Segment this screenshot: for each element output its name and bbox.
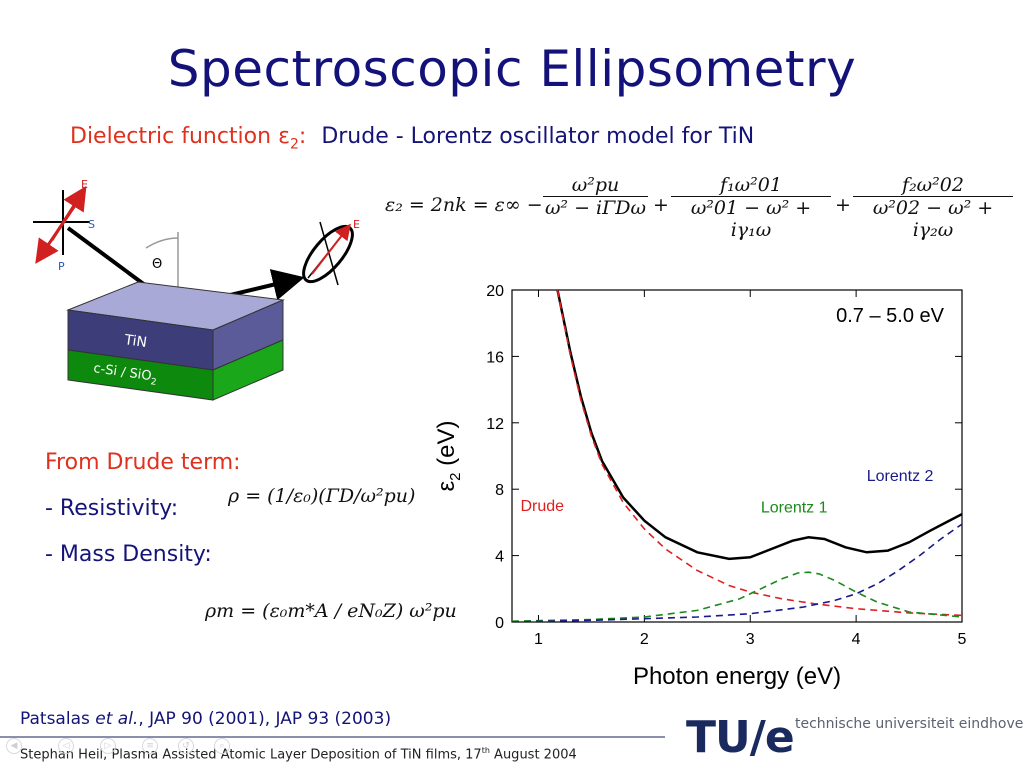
label-lorentz-1: Lorentz 1: [761, 499, 828, 516]
range-annotation: 0.7 – 5.0 eV: [836, 305, 945, 327]
series-line-total: [556, 290, 962, 561]
author-sup: th: [481, 746, 490, 755]
y-tick-label: 12: [486, 416, 504, 433]
equation-term3: f₂ω²02 ω²02 − ω² + iγ₂ω: [853, 174, 1013, 241]
subtitle-prefix: Dielectric function ε: [70, 124, 290, 149]
university-name: technische universiteit eindhoven: [795, 716, 1024, 732]
label-tin: TiN: [122, 332, 147, 351]
label-p: P: [58, 260, 65, 273]
drude-heading: From Drude term:: [45, 450, 241, 475]
slide-subtitle: Dielectric function ε2: Drude - Lorentz …: [70, 124, 754, 152]
author-date: August 2004: [489, 747, 577, 763]
mass-density-label: - Mass Density:: [45, 542, 212, 567]
nav-prev-icon[interactable]: ◁: [58, 738, 74, 754]
citation: Patsalas et al., JAP 90 (2001), JAP 93 (…: [20, 709, 391, 729]
drude-lorentz-equation: ε₂ = 2nk = ε∞ − ω²pu ω² − iΓDω + f₁ω²01 …: [385, 174, 1015, 244]
x-tick-label: 1: [534, 631, 543, 648]
label-substrate-sub: 2: [150, 377, 157, 388]
series-line-lorentz-1: [512, 571, 962, 622]
term1-denominator: ω² − iΓDω: [543, 196, 648, 219]
resistivity-formula: ρ = (1/ε₀)(ΓD/ω²pu): [228, 485, 416, 507]
y-tick-label: 16: [486, 349, 504, 366]
term1-numerator: ω²pu: [571, 174, 620, 196]
nav-first-icon[interactable]: ◀: [6, 738, 22, 754]
series-line-drude: [556, 290, 962, 617]
citation-authors: Patsalas: [20, 709, 96, 729]
label-e-incident: E: [81, 178, 88, 191]
term2-denominator: ω²01 − ω² + iγ₁ω: [671, 196, 831, 241]
series-line-lorentz-2: [512, 523, 962, 622]
y-tick-label: 0: [495, 615, 504, 632]
sample-stack: [66, 281, 285, 401]
equation-term2: f₁ω²01 ω²01 − ω² + iγ₁ω: [671, 174, 831, 241]
label-lorentz-2: Lorentz 2: [867, 468, 934, 485]
equation-plus-2: +: [835, 194, 851, 216]
footer-divider: [0, 736, 665, 738]
x-tick-label: 2: [640, 631, 649, 648]
plot-frame: [511, 289, 963, 623]
term2-numerator: f₁ω²01: [720, 174, 782, 196]
y-axis-label: ε2 (eV): [433, 420, 464, 491]
label-drude: Drude: [520, 498, 564, 515]
citation-journals: , JAP 90 (2001), JAP 93 (2003): [138, 709, 392, 729]
ellipsometry-diagram: E S P Θ E TiN c-Si / SiO2: [33, 178, 360, 401]
label-e-reflected: E: [353, 218, 360, 231]
incident-polarization-icon: [33, 185, 90, 264]
angle-arc: [145, 237, 179, 249]
subtitle-subscript: 2: [289, 136, 299, 153]
slide-title: Spectroscopic Ellipsometry: [167, 40, 857, 98]
y-tick-label: 8: [495, 482, 504, 499]
mass-density-formula: ρm = (ε₀m*A / eN₀Z) ω²pu: [205, 600, 457, 622]
equation-term1: ω²pu ω² − iΓDω: [543, 174, 648, 219]
equation-lhs: ε₂ = 2nk = ε∞ −: [385, 194, 543, 216]
y-tick-label: 4: [495, 549, 504, 566]
author-text: Stephan Heil, Plasma Assisted Atomic Lay…: [20, 747, 482, 763]
x-tick-label: 5: [958, 631, 967, 648]
subtitle-colon: :: [298, 124, 307, 149]
y-tick-label: 20: [486, 283, 504, 300]
elliptical-polarization-icon: [302, 221, 354, 286]
term3-numerator: f₂ω²02: [902, 174, 964, 196]
nav-next-icon[interactable]: ▷: [100, 738, 116, 754]
label-s: S: [88, 218, 95, 231]
nav-back-icon[interactable]: ↺: [178, 738, 194, 754]
label-theta: Θ: [152, 257, 162, 272]
resistivity-label: - Resistivity:: [45, 496, 179, 521]
x-axis-label: Photon energy (eV): [633, 663, 841, 690]
nav-search-icon[interactable]: ⌕: [214, 738, 230, 754]
subtitle-model: Drude - Lorentz oscillator model for TiN: [321, 124, 755, 149]
nav-menu-icon[interactable]: ≡: [142, 738, 158, 754]
x-tick-label: 3: [746, 631, 755, 648]
x-tick-label: 4: [852, 631, 861, 648]
equation-plus-1: +: [653, 194, 669, 216]
citation-etal: et al.: [95, 709, 139, 729]
author-line: Stephan Heil, Plasma Assisted Atomic Lay…: [20, 746, 577, 762]
term3-denominator: ω²02 − ω² + iγ₂ω: [853, 196, 1013, 241]
tue-logo: TU/e: [686, 712, 795, 763]
